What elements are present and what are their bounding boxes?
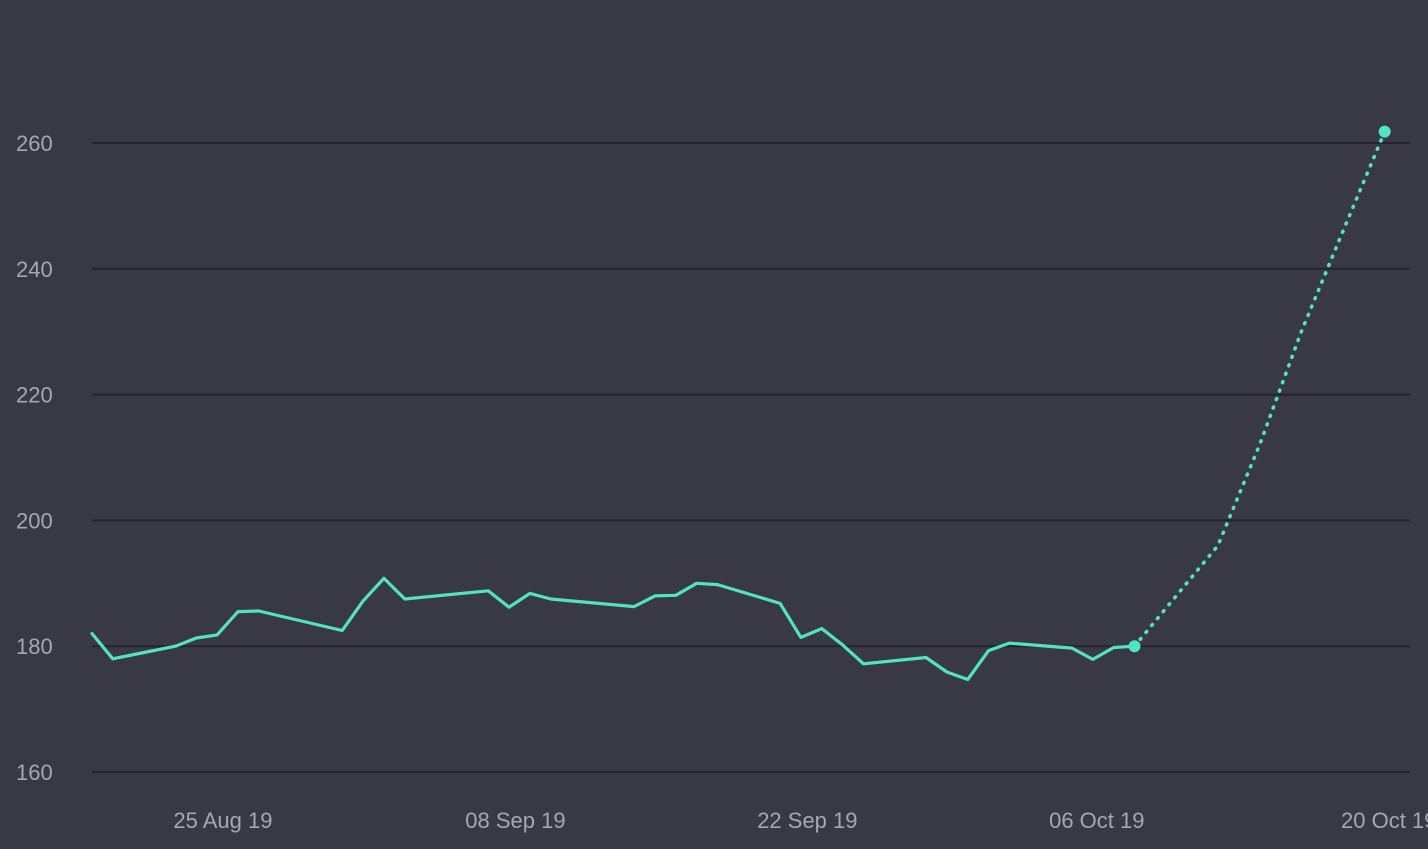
x-axis-ticks: 25 Aug 19 08 Sep 19 22 Sep 19 06 Oct 19 20 O… — [173, 808, 1428, 833]
y-tick-label: 160 — [16, 760, 53, 785]
price-line — [90, 576, 1137, 682]
x-tick-label: 06 Oct 19 — [1049, 808, 1144, 833]
y-axis-ticks: 160 180 200 220 240 260 — [16, 131, 53, 785]
forecast-start-point — [1128, 640, 1141, 653]
forecast-end-point — [1378, 125, 1391, 138]
x-tick-label: 20 Oct 19 — [1341, 808, 1428, 833]
gridlines — [92, 142, 1410, 773]
x-tick-label: 25 Aug 19 — [173, 808, 272, 833]
y-tick-label: 200 — [16, 508, 53, 533]
forecast-line — [1132, 129, 1387, 649]
y-tick-label: 220 — [16, 383, 53, 408]
y-tick-label: 260 — [16, 131, 53, 156]
series-layer — [90, 125, 1391, 682]
y-tick-label: 240 — [16, 257, 53, 282]
x-tick-label: 08 Sep 19 — [465, 808, 565, 833]
y-tick-label: 180 — [16, 634, 53, 659]
x-tick-label: 22 Sep 19 — [757, 808, 857, 833]
